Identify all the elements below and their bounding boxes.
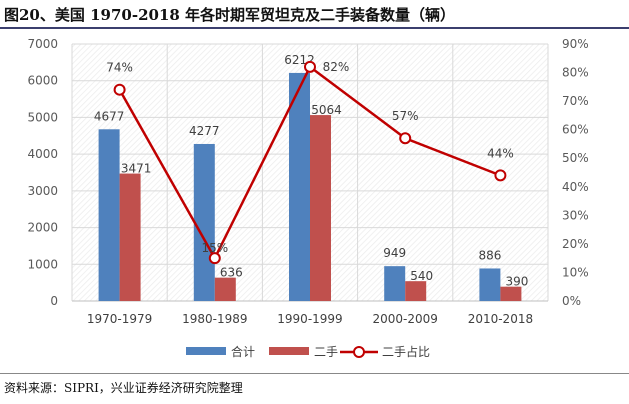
y2-tick-label: 0% [562,294,581,308]
pct-label: 44% [487,146,514,160]
y-tick-label: 3000 [27,184,58,198]
bar-secondhand [214,277,236,301]
legend-swatch-total [186,347,226,355]
bar-secondhand [405,281,427,301]
title-divider [0,27,629,29]
data-label: 949 [383,246,406,260]
bar-total [98,129,120,301]
pct-label: 74% [106,61,133,75]
x-tick-label: 2010-2018 [468,312,533,326]
line-marker [304,60,316,73]
figure-title: 图20、美国 1970-2018 年各时期军贸坦克及二手装备数量（辆） [4,6,456,24]
bar-total [193,143,215,301]
y2-tick-label: 70% [562,94,589,108]
y2-tick-label: 10% [562,265,589,279]
y-tick-label: 5000 [27,110,58,124]
y2-tick-label: 60% [562,123,589,137]
source-divider [0,373,629,374]
pct-label: 57% [392,109,419,123]
data-label: 4277 [189,124,220,138]
y-tick-label: 6000 [27,74,58,88]
bar-secondhand [310,115,331,301]
data-label: 636 [220,266,243,280]
y2-tick-label: 30% [562,208,589,222]
bar-total [479,268,501,301]
data-label: 5064 [311,103,342,117]
y-tick-label: 1000 [27,257,58,271]
y-tick-label: 2000 [27,221,58,235]
x-tick-label: 2000-2009 [372,312,437,326]
y2-tick-label: 20% [562,237,589,251]
bar-total [289,72,310,302]
y-tick-label: 0 [50,294,58,308]
data-label: 4677 [94,109,125,123]
legend-swatch-secondhand [269,347,309,355]
y2-tick-label: 90% [562,37,589,51]
y-tick-label: 7000 [27,37,58,51]
bar-secondhand [119,173,141,301]
y-tick-label: 4000 [27,147,58,161]
line-marker [208,252,221,265]
legend-marker [353,346,365,358]
x-tick-label: 1970-1979 [87,312,152,326]
data-label: 886 [478,248,501,262]
data-label: 390 [505,275,528,289]
line-marker [399,132,412,145]
pct-label: 82% [323,60,350,74]
bar-secondhand [500,286,522,301]
pct-label: 15% [201,241,228,255]
data-label: 540 [410,269,433,283]
legend-label: 合计 [231,344,255,359]
line-marker [113,83,126,96]
x-tick-label: 1980-1989 [182,312,247,326]
data-label: 3471 [121,162,152,176]
y2-tick-label: 50% [562,151,589,165]
chart: 0 1000 2000 3000 4000 5000 6000 7000 0% 10% 20% 30%… [27,37,589,359]
line-marker [494,169,507,182]
y2-tick-label: 40% [562,180,589,194]
x-tick-label: 1990-1999 [277,312,342,326]
y2-tick-label: 80% [562,66,589,80]
legend-label: 二手 [314,345,338,359]
legend-label: 二手占比 [382,344,430,359]
bar-total [384,266,406,301]
source-note: 资料来源：SIPRI，兴业证券经济研究院整理 [4,381,243,395]
